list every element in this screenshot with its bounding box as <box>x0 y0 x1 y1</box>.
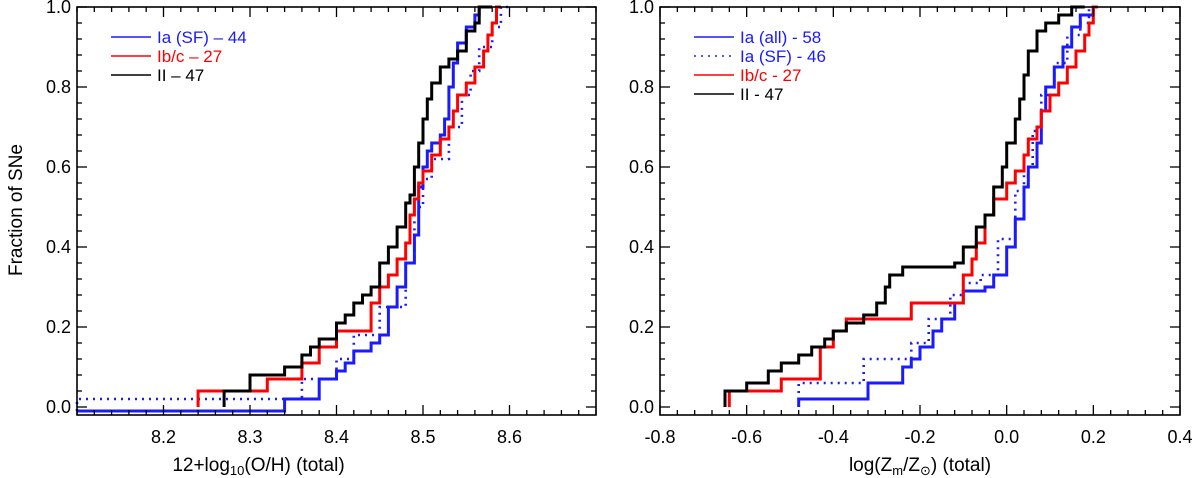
y-tick-label: 0.4 <box>629 237 654 257</box>
legend-label: II - 47 <box>740 85 783 104</box>
x-tick-label: 8.3 <box>237 427 262 447</box>
legend-label: Ib/c – 27 <box>157 47 222 66</box>
y-tick-label: 0.2 <box>629 317 654 337</box>
series-line-3 <box>222 5 493 407</box>
y-tick-label: 1.0 <box>629 0 654 17</box>
y-tick-label: 0.8 <box>46 77 71 97</box>
x-tick-label: 0.2 <box>1081 427 1106 447</box>
y-tick-label: 1.0 <box>46 0 71 17</box>
series-line-0 <box>77 5 484 413</box>
right-panel-log-z-ratio: -0.8 -0.6 -0.4 -0.2 0.0 0.2 0.4 0.0 0.2 0.4 0.6 0.8… <box>629 0 1193 478</box>
x-axis-title: 12+log10(O/H) (total) <box>172 455 344 478</box>
x-tick-label: -0.6 <box>731 427 762 447</box>
y-tick-label: 0.8 <box>629 77 654 97</box>
x-tick-label: -0.8 <box>644 427 675 447</box>
y-tick-label: 0.2 <box>46 317 71 337</box>
x-tick-label: 8.2 <box>151 427 176 447</box>
legend-label: Ia (SF) - 46 <box>740 47 826 66</box>
series-line-2 <box>196 5 501 407</box>
y-tick-label: 0.6 <box>629 157 654 177</box>
y-tick-label: 0.6 <box>46 157 71 177</box>
series-line-1 <box>797 5 1098 407</box>
y-axis-title: Fraction of SNe <box>6 144 27 276</box>
y-tick-label: 0.0 <box>629 397 654 417</box>
x-tick-label: 0.4 <box>1167 427 1192 447</box>
series-line-3 <box>723 5 1085 407</box>
x-tick-label: -0.4 <box>818 427 849 447</box>
plot-frame <box>76 6 597 416</box>
x-tick-label: 8.5 <box>410 427 435 447</box>
legend-label: Ia (all) - 58 <box>740 28 821 47</box>
x-tick-label: 8.4 <box>324 427 349 447</box>
x-tick-label: -0.2 <box>904 427 935 447</box>
x-tick-label: 8.6 <box>497 427 522 447</box>
y-tick-label: 0.4 <box>46 237 71 257</box>
legend-label: II – 47 <box>157 66 204 85</box>
y-tick-label: 0.0 <box>46 397 71 417</box>
legend-label: Ib/c - 27 <box>740 66 801 85</box>
x-tick-label: 0.0 <box>994 427 1019 447</box>
series-line-0 <box>797 5 1098 407</box>
legend-label: Ia (SF) – 44 <box>157 28 247 47</box>
x-axis-title: log(Zm/Z⊙) (total) <box>849 455 991 478</box>
left-panel-metallicity-oh: 8.2 8.3 8.4 8.5 8.6 0.0 0.2 0.4 0.6 0.8 1.0 12+log1… <box>46 0 597 478</box>
